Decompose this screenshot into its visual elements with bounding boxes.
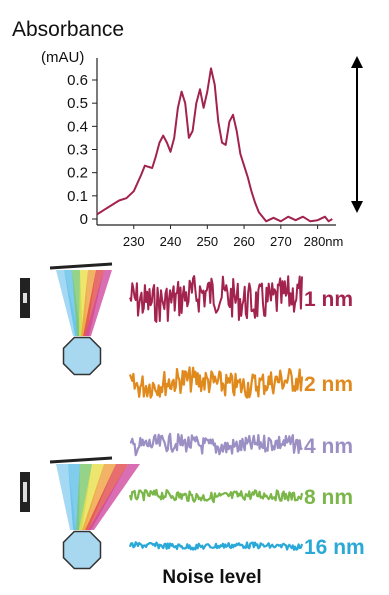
y-tick-label: 0.6 [67, 72, 88, 89]
noise-series-label: 8 nm [304, 486, 353, 509]
slit-opening [23, 482, 27, 502]
y-tick-label: 0.3 [67, 142, 88, 159]
lens [62, 530, 102, 570]
light-band [81, 270, 96, 336]
y-axis-unit: (mAU) [41, 49, 84, 66]
light-band [88, 464, 140, 530]
x-tick-label: 250 [196, 234, 218, 249]
light-band [83, 270, 104, 336]
noise-series-4nm: 4 nm [129, 432, 353, 458]
noise-trace [129, 275, 303, 323]
lens [62, 336, 102, 376]
noise-series-label: 1 nm [304, 288, 353, 311]
noise-trace [129, 432, 303, 457]
noise-series-label: 16 nm [304, 536, 365, 559]
noise-trace [128, 366, 304, 399]
y-tick-label: 0 [80, 211, 88, 228]
noise-series-8nm: 8 nm [128, 486, 353, 509]
noise-trace [128, 488, 304, 504]
x-ticks: 230 240 250 260 270 280nm [123, 225, 343, 249]
y-tick-label: 0.4 [67, 118, 88, 135]
light-band [76, 464, 92, 530]
grating-bar [49, 262, 113, 270]
light-band [85, 464, 128, 530]
light-band [82, 464, 116, 530]
x-tick-label: 280nm [304, 234, 344, 249]
y-ticks: 0 0.1 0.2 0.3 0.4 0.5 0.6 [67, 72, 97, 228]
x-tick-label: 260 [233, 234, 255, 249]
noise-series-2nm: 2 nm [128, 366, 353, 399]
wide-slit-detector-icon [20, 456, 140, 570]
noise-series-label: 4 nm [304, 435, 353, 458]
noise-series-label: 2 nm [304, 373, 353, 396]
y-tick-label: 0.2 [67, 165, 88, 182]
y-axis-label: Absorbance [12, 18, 124, 41]
light-band [79, 464, 104, 530]
x-tick-label: 270 [270, 234, 292, 249]
y-tick-label: 0.5 [67, 95, 88, 112]
x-tick-label: 230 [123, 234, 145, 249]
grating-bar [49, 456, 113, 464]
narrow-slit-detector-icon [20, 262, 113, 376]
arrow-head-up [351, 56, 363, 68]
arrow-head-down [351, 201, 363, 213]
slit-opening [23, 293, 27, 303]
y-tick-label: 0.1 [67, 188, 88, 205]
noise-level-chart: 1 nm 2 nm 4 nm 8 nm 16 nm [128, 275, 365, 559]
light-band [85, 270, 112, 336]
noise-chart-title: Noise level [162, 567, 261, 588]
spectrum-series-line [96, 67, 333, 223]
x-tick-label: 240 [160, 234, 182, 249]
noise-trace [128, 541, 304, 551]
absorbance-spectrum-chart: Absorbance (mAU) 0 0.1 0.2 0.3 0.4 0.5 0.6 230… [12, 18, 363, 249]
noise-series-16nm: 16 nm [128, 536, 365, 559]
light-band [56, 464, 76, 530]
peak-height-double-arrow [351, 56, 363, 213]
noise-series-1nm: 1 nm [129, 275, 353, 323]
